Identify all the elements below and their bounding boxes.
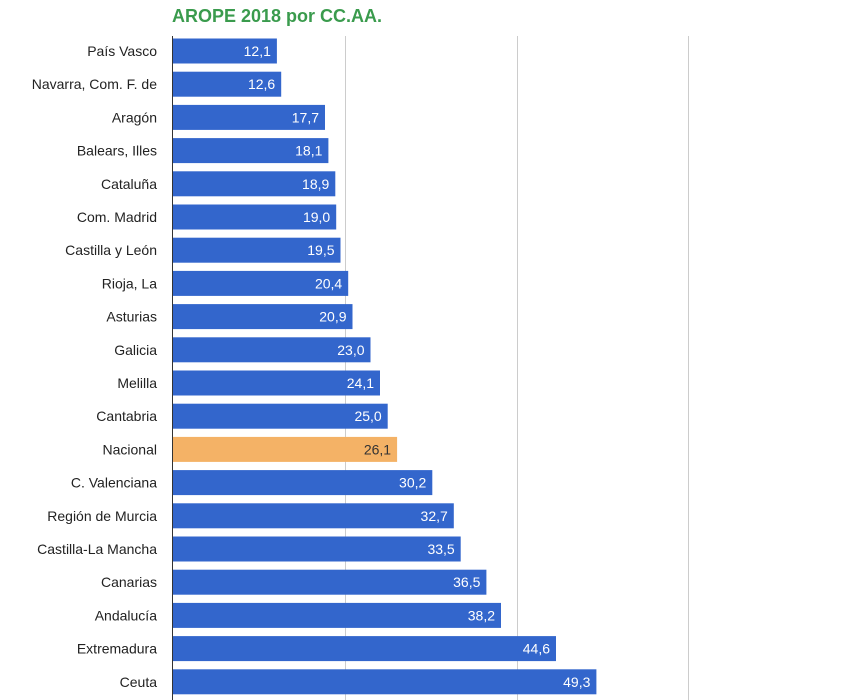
category-label: Canarias bbox=[101, 574, 157, 590]
data-label: 32,7 bbox=[421, 508, 448, 524]
category-label: Balears, Illes bbox=[77, 143, 157, 159]
bars bbox=[173, 38, 597, 695]
data-label: 44,6 bbox=[523, 641, 550, 657]
category-label: Castilla-La Mancha bbox=[37, 541, 157, 557]
data-label: 20,4 bbox=[315, 275, 342, 291]
data-label: 18,9 bbox=[302, 176, 329, 192]
data-label: 20,9 bbox=[319, 309, 346, 325]
data-label: 25,0 bbox=[354, 408, 381, 424]
bar bbox=[173, 669, 597, 695]
bar bbox=[173, 636, 556, 662]
bar bbox=[173, 270, 349, 296]
category-label: Aragón bbox=[112, 109, 157, 125]
data-label: 17,7 bbox=[292, 109, 319, 125]
bar bbox=[173, 569, 487, 595]
bar bbox=[173, 104, 325, 130]
grid-lines bbox=[345, 36, 689, 700]
category-label: Cantabria bbox=[96, 408, 157, 424]
category-label: Rioja, La bbox=[102, 275, 157, 291]
data-label: 30,2 bbox=[399, 475, 426, 491]
data-label: 38,2 bbox=[468, 607, 495, 623]
category-label: Extremadura bbox=[77, 641, 157, 657]
data-label: 19,5 bbox=[307, 242, 334, 258]
category-label: Com. Madrid bbox=[77, 209, 157, 225]
data-label: 49,3 bbox=[563, 674, 590, 690]
bar bbox=[173, 171, 336, 197]
bar-highlight bbox=[173, 436, 398, 462]
data-label: 26,1 bbox=[364, 441, 391, 457]
data-label: 18,1 bbox=[295, 143, 322, 159]
category-label: Ceuta bbox=[120, 674, 158, 690]
bar bbox=[173, 470, 433, 496]
data-label: 36,5 bbox=[453, 574, 480, 590]
data-label: 23,0 bbox=[337, 342, 364, 358]
bar bbox=[173, 71, 282, 97]
bar bbox=[173, 138, 329, 164]
data-label: 33,5 bbox=[427, 541, 454, 557]
data-label: 12,1 bbox=[244, 43, 271, 59]
bar bbox=[173, 237, 341, 263]
data-label: 19,0 bbox=[303, 209, 330, 225]
category-label: Melilla bbox=[117, 375, 157, 391]
category-labels: País Vasco Navarra, Com. F. de Aragón Balea… bbox=[32, 43, 157, 690]
bar bbox=[173, 337, 371, 363]
bar bbox=[173, 304, 353, 330]
bar bbox=[173, 403, 388, 429]
bar bbox=[173, 204, 337, 230]
value-labels: 12,1 12,6 17,7 18,1 18,9 19,0 19,5 20,4 20,9 23,0… bbox=[244, 43, 591, 690]
category-label: Cataluña bbox=[101, 176, 157, 192]
data-label: 12,6 bbox=[248, 76, 275, 92]
bar bbox=[173, 536, 461, 562]
category-label: C. Valenciana bbox=[71, 475, 157, 491]
category-label: Región de Murcia bbox=[47, 508, 157, 524]
data-label: 24,1 bbox=[347, 375, 374, 391]
category-label: Castilla y León bbox=[65, 242, 157, 258]
bar bbox=[173, 503, 454, 529]
category-label: Nacional bbox=[103, 441, 157, 457]
bar bbox=[173, 38, 277, 64]
category-label: Galicia bbox=[114, 342, 157, 358]
category-label: País Vasco bbox=[87, 43, 157, 59]
category-label: Navarra, Com. F. de bbox=[32, 76, 157, 92]
category-label: Andalucía bbox=[95, 607, 157, 623]
bar bbox=[173, 370, 380, 396]
bar bbox=[173, 602, 501, 628]
chart-title: AROPE 2018 por CC.AA. bbox=[172, 6, 383, 26]
category-label: Asturias bbox=[106, 309, 157, 325]
